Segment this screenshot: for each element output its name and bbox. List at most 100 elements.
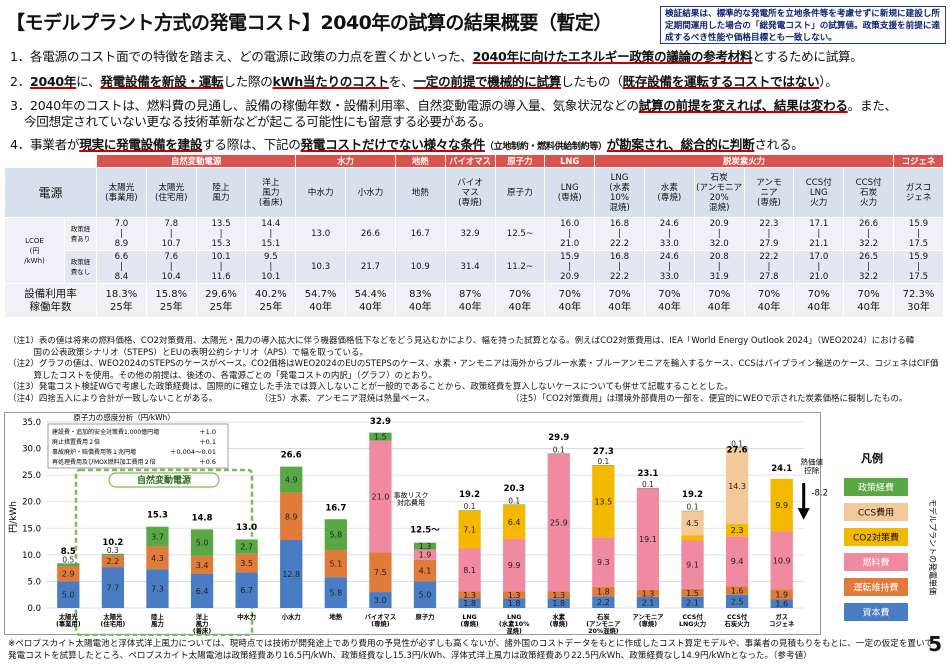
bar-value-label: 4.3 xyxy=(151,554,164,563)
bar-value-label: 1.5 xyxy=(686,589,699,598)
footer-note: ※ペロブスカイト太陽電池と浮体式洋上風力については、現時点では技術が開発途上であ… xyxy=(8,639,933,661)
bar-total-label: 26.6 xyxy=(281,451,302,461)
legend-item: 運転維持費 xyxy=(853,582,898,594)
utilization-value: 72.3% 30年 xyxy=(893,283,944,318)
bar-value-label: 6.7 xyxy=(240,586,253,595)
bar-value-label: 5.8 xyxy=(329,531,342,540)
bar-total-label: 32.9 xyxy=(370,417,391,427)
category-label: 小水力 xyxy=(281,612,301,621)
heat-arrow-head xyxy=(797,508,810,520)
bar-value-label: 0.1 xyxy=(464,502,476,511)
bar-value-label: 1.8 xyxy=(597,588,610,597)
sensitivity-item: 建設費・追加的安全対策費1,000億円増 xyxy=(52,428,159,436)
legend-swatch xyxy=(844,528,908,546)
bar-segment xyxy=(235,572,258,608)
bar-total-label: 14.8 xyxy=(192,513,213,523)
category-label: 中水力 xyxy=(237,612,256,621)
heat-value: -8.2 xyxy=(811,488,828,498)
bar-total-label: 24.1 xyxy=(771,464,792,474)
lcoe-with-policy: 14.4 | 15.1 xyxy=(245,217,297,251)
group-header: 脱炭素火力 xyxy=(594,154,894,168)
source-name: CCS付 LNG 火力 xyxy=(793,167,845,218)
page-title: 【モデルプラント方式の発電コスト】2040年の試算の結果概要（暫定） xyxy=(6,12,612,34)
lcoe-without-policy: 15.9 | 20.9 xyxy=(544,250,596,284)
lcoe-with-policy: 32.9 xyxy=(444,217,496,251)
lcoe-with-policy: 15.9 | 17.5 xyxy=(893,217,944,251)
bar-total-label: 27.3 xyxy=(593,447,614,457)
point-1: 1．各電源のコスト面での特徴を踏まえ、どの電源に政策の力点を置くかといった、20… xyxy=(10,49,863,64)
bar-total-label: 16.7 xyxy=(325,503,346,513)
policy-cost-without-label: 政策経 費なし xyxy=(64,250,97,284)
bar-segment xyxy=(369,592,392,608)
utilization-value: 15.8% 25年 xyxy=(145,283,197,318)
legend-swatch xyxy=(844,503,908,521)
category-label: 陸上風力 xyxy=(151,612,164,628)
lcoe-with-policy: 13.0 xyxy=(295,217,347,251)
y-tick-label: 35.0 xyxy=(22,418,41,428)
legend-item: 燃料費 xyxy=(862,557,889,569)
lcoe-with-policy: 16.7 xyxy=(394,217,446,251)
group-header: バイオマス xyxy=(444,154,496,168)
bar-value-label: 9.3 xyxy=(597,558,610,567)
source-name: CCS付 石炭 火力 xyxy=(843,167,894,218)
lcoe-with-policy: 26.6 | 32.2 xyxy=(843,217,894,251)
lcoe-without-policy: 31.4 xyxy=(444,250,496,284)
bar-value-label: 2.5 xyxy=(731,597,744,606)
bar-total-label: 19.2 xyxy=(682,490,703,500)
bar-total-label: 8.5 xyxy=(61,547,76,557)
group-header: LNG xyxy=(544,154,596,168)
bar-segment xyxy=(190,573,214,608)
lcoe-with-policy: 22.3 | 27.9 xyxy=(743,217,795,251)
bar-value-label: 1.8 xyxy=(463,599,476,608)
utilization-label: 設備利用率 稼働年数 xyxy=(4,283,97,318)
lcoe-with-policy: 12.5~ xyxy=(494,217,546,251)
legend-swatch xyxy=(844,553,908,571)
bar-value-label: 7.7 xyxy=(107,584,120,593)
legend-title: 凡例 xyxy=(861,451,883,465)
note-box: 検証結果は、標準的な発電所を立地条件等を考慮せずに新規に建設し所定期間運用した場… xyxy=(660,6,946,44)
bar-value-label: 2.3 xyxy=(731,526,744,535)
legend-item: 政策経費 xyxy=(858,482,894,494)
bar-value-label: 1.3 xyxy=(419,542,432,551)
bar-segment xyxy=(190,529,214,556)
bar-segment xyxy=(101,567,125,608)
bar-value-label: 1.3 xyxy=(552,591,565,600)
bar-segment xyxy=(681,535,704,541)
sensitivity-box xyxy=(47,423,229,469)
bar-total-label: 12.5～ xyxy=(410,526,440,536)
bar-total-label: 27.6 xyxy=(727,445,748,455)
bar-segment xyxy=(369,552,392,593)
sensitivity-title: 原子力の感度分析（円/kWh） xyxy=(73,412,175,422)
utilization-value: 54.4% 40年 xyxy=(345,283,396,318)
source-name: 洋上 風力 (着床) xyxy=(245,167,297,218)
bar-segment xyxy=(458,591,481,599)
bar-value-label: 0.5 xyxy=(62,555,74,564)
bar-segment xyxy=(324,577,347,608)
renewables-label: 自然変動電源 xyxy=(137,474,191,486)
group-header xyxy=(4,154,97,168)
legend-swatch xyxy=(844,478,908,496)
bar-value-label: 4.1 xyxy=(419,567,432,576)
bar-value-label: 0.1 xyxy=(553,445,565,454)
legend-item: CCS費用 xyxy=(858,507,894,519)
y-axis-label: 円/kWh xyxy=(8,501,19,533)
bar-segment xyxy=(681,540,704,589)
bar-segment xyxy=(592,465,615,466)
source-name: ガスコ ジェネ xyxy=(893,167,944,218)
lcoe-without-policy: 10.1 | 11.6 xyxy=(195,250,247,284)
category-label: 洋上風力(着床) xyxy=(193,612,211,635)
y-tick-label: 30.0 xyxy=(22,445,41,455)
bar-value-label: 3.4 xyxy=(196,561,209,570)
source-name: 水素 (専焼) xyxy=(643,167,695,218)
bar-value-label: 5.0 xyxy=(419,591,432,600)
source-name: 地熱 xyxy=(394,167,446,218)
source-name: LNG (水素 10% 混焼) xyxy=(594,167,645,218)
sensitivity-item: 再処理費用及びMOX燃料加工費用２倍 xyxy=(52,458,156,466)
lcoe-with-policy: 13.5 | 15.3 xyxy=(195,217,247,251)
bar-value-label: 8.1 xyxy=(463,566,476,575)
source-name: 太陽光 (事業用) xyxy=(96,167,147,218)
bar-value-label: 4.9 xyxy=(285,476,298,485)
lcoe-label: LCOE (円/kWh) xyxy=(4,217,65,284)
bar-value-label: 0.1 xyxy=(731,440,743,449)
lcoe-with-policy: 7.8 | 10.7 xyxy=(145,217,197,251)
